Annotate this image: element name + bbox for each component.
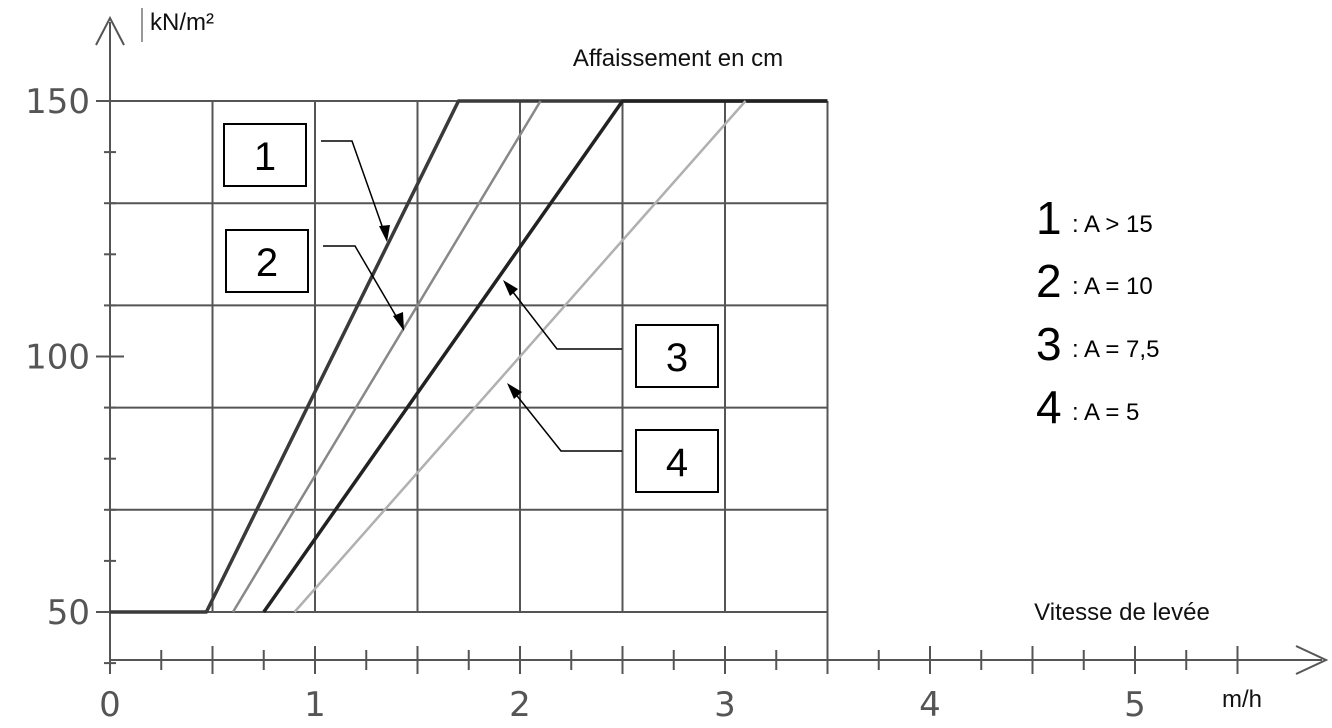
callout-2: 2 — [225, 229, 404, 331]
legend-item-4-number: 4 — [1036, 381, 1062, 433]
callout-3-box — [635, 324, 719, 388]
callout-2-box — [225, 229, 309, 293]
legend-item-3-number: 3 — [1036, 318, 1062, 370]
legend-item-2-text: : A = 10 — [1072, 273, 1153, 300]
callout-4-arrowhead — [507, 383, 522, 399]
legend-item-3: 3 : A = 7,5 — [1036, 318, 1159, 370]
chart-title: Affaissement en cm — [573, 45, 783, 72]
x-tick-label: 2 — [509, 685, 531, 725]
series-line-1 — [110, 99, 828, 614]
y-tick-label: 100 — [25, 338, 90, 378]
x-tick-label: 5 — [1124, 685, 1146, 725]
legend: 1 : A > 15 2 : A = 10 3 : A = 7,5 4 : A … — [1036, 192, 1159, 433]
callout-3-label: 3 — [666, 336, 688, 380]
callout-3-leader — [505, 282, 622, 350]
legend-item-1-text: : A > 15 — [1072, 211, 1153, 238]
legend-item-2-number: 2 — [1036, 255, 1062, 307]
y-tick-label: 150 — [25, 82, 90, 122]
callout-3-arrowhead — [503, 280, 518, 296]
callout-4-leader — [509, 386, 622, 452]
series-line-2 — [231, 100, 542, 613]
series — [110, 99, 828, 614]
callout-1-arrowhead — [379, 225, 390, 242]
series-line-3 — [262, 99, 828, 614]
legend-item-3-text: : A = 7,5 — [1072, 336, 1159, 363]
x-tick-label: 1 — [304, 685, 326, 725]
x-tick-label: 4 — [919, 685, 941, 725]
x-axis-arrow — [1295, 645, 1329, 675]
legend-item-4: 4 : A = 5 — [1036, 381, 1139, 433]
callout-4-label: 4 — [666, 441, 688, 485]
y-axis-arrow — [95, 15, 125, 46]
callout-1: 1 — [223, 123, 390, 242]
legend-item-1-number: 1 — [1036, 192, 1062, 244]
callout-3: 3 — [503, 280, 719, 388]
callout-4-box — [635, 429, 719, 493]
callout-1-leader — [321, 140, 388, 241]
callout-2-label: 2 — [256, 241, 278, 285]
callout-1-box — [223, 123, 307, 187]
callout-1-label: 1 — [254, 135, 276, 179]
callout-4: 4 — [507, 383, 719, 493]
x-axis-label: Vitesse de levée — [1034, 599, 1210, 626]
callout-2-leader — [323, 245, 404, 329]
callout-2-arrowhead — [393, 312, 404, 331]
y-axis-unit: kN/m² — [150, 9, 214, 36]
legend-item-2: 2 : A = 10 — [1036, 255, 1153, 307]
x-axis-unit: m/h — [1222, 686, 1262, 713]
grid — [110, 100, 829, 660]
series-line-4 — [293, 100, 747, 613]
legend-item-1: 1 : A > 15 — [1036, 192, 1153, 244]
axes — [95, 15, 1329, 675]
legend-item-4-text: : A = 5 — [1072, 399, 1139, 426]
ticks: 0 1 2 3 4 5 50 100 150 — [25, 82, 1239, 725]
callouts: 1 2 3 4 — [223, 123, 719, 493]
x-tick-label: 3 — [714, 685, 736, 725]
y-tick-label: 50 — [47, 593, 90, 633]
x-tick-label: 0 — [99, 685, 121, 725]
